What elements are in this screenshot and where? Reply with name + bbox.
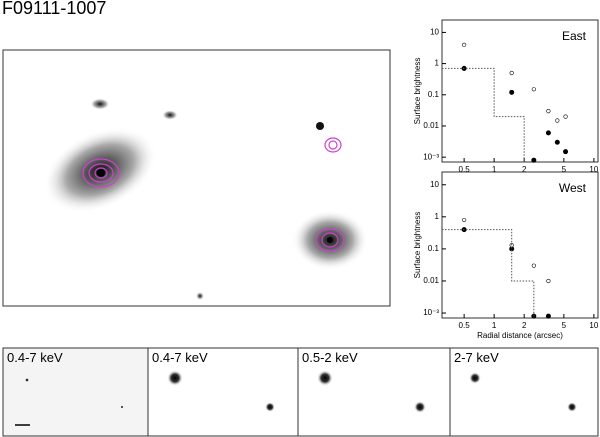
y-tick-label: 0.01 [423,121,439,130]
xray-source [317,370,333,386]
xray-source [25,378,29,382]
x-tick-label: 1 [492,321,497,330]
filled-point [563,149,569,155]
y-tick-label: 1 [435,59,440,68]
open-point [462,217,467,223]
y-axis-label: Surface brightness [413,58,422,125]
x-tick-label: 2 [522,321,527,330]
filled-point [509,89,515,95]
filled-point [545,130,551,136]
xray-source [265,402,275,412]
plot-frame [441,171,599,319]
figure-title: F09111-1007 [2,0,106,18]
filled-point [545,313,551,319]
y-tick-label: 10⁻³ [423,152,439,161]
x-tick-label: 0.5 [459,321,471,330]
y-tick-label: 0.01 [423,276,439,285]
x-tick-label: 10 [589,321,598,330]
filled-point [531,157,537,163]
x-axis-label: Radial distance (arcsec) [477,331,563,340]
xray-source [469,372,481,384]
open-point [546,278,551,284]
y-tick-label: 1 [435,212,440,221]
x-tick-label: 1 [492,165,497,174]
y-tick-label: 10 [430,180,439,189]
plot-frame [441,19,599,163]
xray-panel [2,347,149,437]
model-line [442,67,525,162]
open-point [531,263,536,268]
y-tick-label: 0.1 [428,244,440,253]
x-tick-label: 0.5 [459,165,471,174]
y-tick-label: 10⁻³ [423,308,439,317]
model-line [442,229,535,318]
panel-label: 0.4-7 keV [7,350,63,365]
panel-label: 0.5-2 keV [302,350,358,365]
xray-source [414,401,426,413]
x-tick-label: 5 [562,165,567,174]
y-tick-label: 0.1 [428,90,440,99]
xray-panels: 0.4-7 keV 0.4-7 keV 0.5-2 keV 2-7 keV [2,347,599,437]
open-point [563,114,568,119]
xray-source [167,370,183,386]
xray-panel [449,347,599,437]
panel-label: 0.4-7 keV [152,350,208,365]
xray-panel [147,347,299,437]
xray-source [567,402,577,412]
panel-title: West [559,181,587,195]
y-tick-label: 10 [430,28,439,37]
xray-source [120,405,124,409]
x-tick-label: 5 [562,321,567,330]
panel-label: 2-7 keV [454,350,499,365]
open-point [462,42,467,47]
y-axis-label: Surface brightness [413,212,422,279]
x-tick-label: 2 [522,165,527,174]
xray-panel [297,347,451,437]
open-point [531,87,536,92]
open-point [555,118,560,123]
x-tick-label: 10 [589,165,598,174]
panel-title: East [562,29,587,43]
optical-image [2,49,391,307]
open-point [509,70,514,76]
open-point [546,108,551,114]
filled-point [554,139,560,145]
